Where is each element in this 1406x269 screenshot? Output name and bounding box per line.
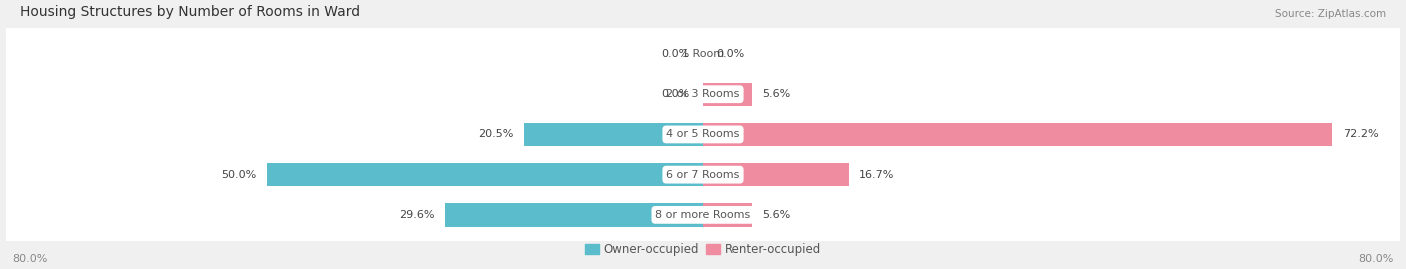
Text: 20.5%: 20.5% [478,129,513,139]
Text: 0.0%: 0.0% [716,49,744,59]
Text: 50.0%: 50.0% [221,170,257,180]
Bar [524,123,703,146]
Text: 5.6%: 5.6% [762,89,790,99]
Bar [267,163,703,186]
Text: 0.0%: 0.0% [662,49,690,59]
Legend: Owner-occupied, Renter-occupied: Owner-occupied, Renter-occupied [579,238,827,261]
FancyBboxPatch shape [4,93,1402,176]
FancyBboxPatch shape [4,133,1402,216]
Text: Housing Structures by Number of Rooms in Ward: Housing Structures by Number of Rooms in… [20,5,360,19]
Text: 5.6%: 5.6% [762,210,790,220]
Text: 1 Room: 1 Room [682,49,724,59]
Text: 0.0%: 0.0% [662,89,690,99]
Bar [703,163,849,186]
Text: 2 or 3 Rooms: 2 or 3 Rooms [666,89,740,99]
Text: 72.2%: 72.2% [1343,129,1378,139]
Text: 80.0%: 80.0% [13,254,48,264]
Text: 16.7%: 16.7% [859,170,894,180]
FancyBboxPatch shape [4,12,1402,95]
Text: 80.0%: 80.0% [1358,254,1393,264]
Bar [444,203,703,226]
FancyBboxPatch shape [4,53,1402,136]
FancyBboxPatch shape [4,173,1402,256]
Text: 8 or more Rooms: 8 or more Rooms [655,210,751,220]
Text: Source: ZipAtlas.com: Source: ZipAtlas.com [1275,9,1386,19]
Text: 29.6%: 29.6% [399,210,434,220]
Text: 4 or 5 Rooms: 4 or 5 Rooms [666,129,740,139]
Bar [703,203,752,226]
Text: 6 or 7 Rooms: 6 or 7 Rooms [666,170,740,180]
Bar [703,123,1333,146]
Bar [703,83,752,106]
